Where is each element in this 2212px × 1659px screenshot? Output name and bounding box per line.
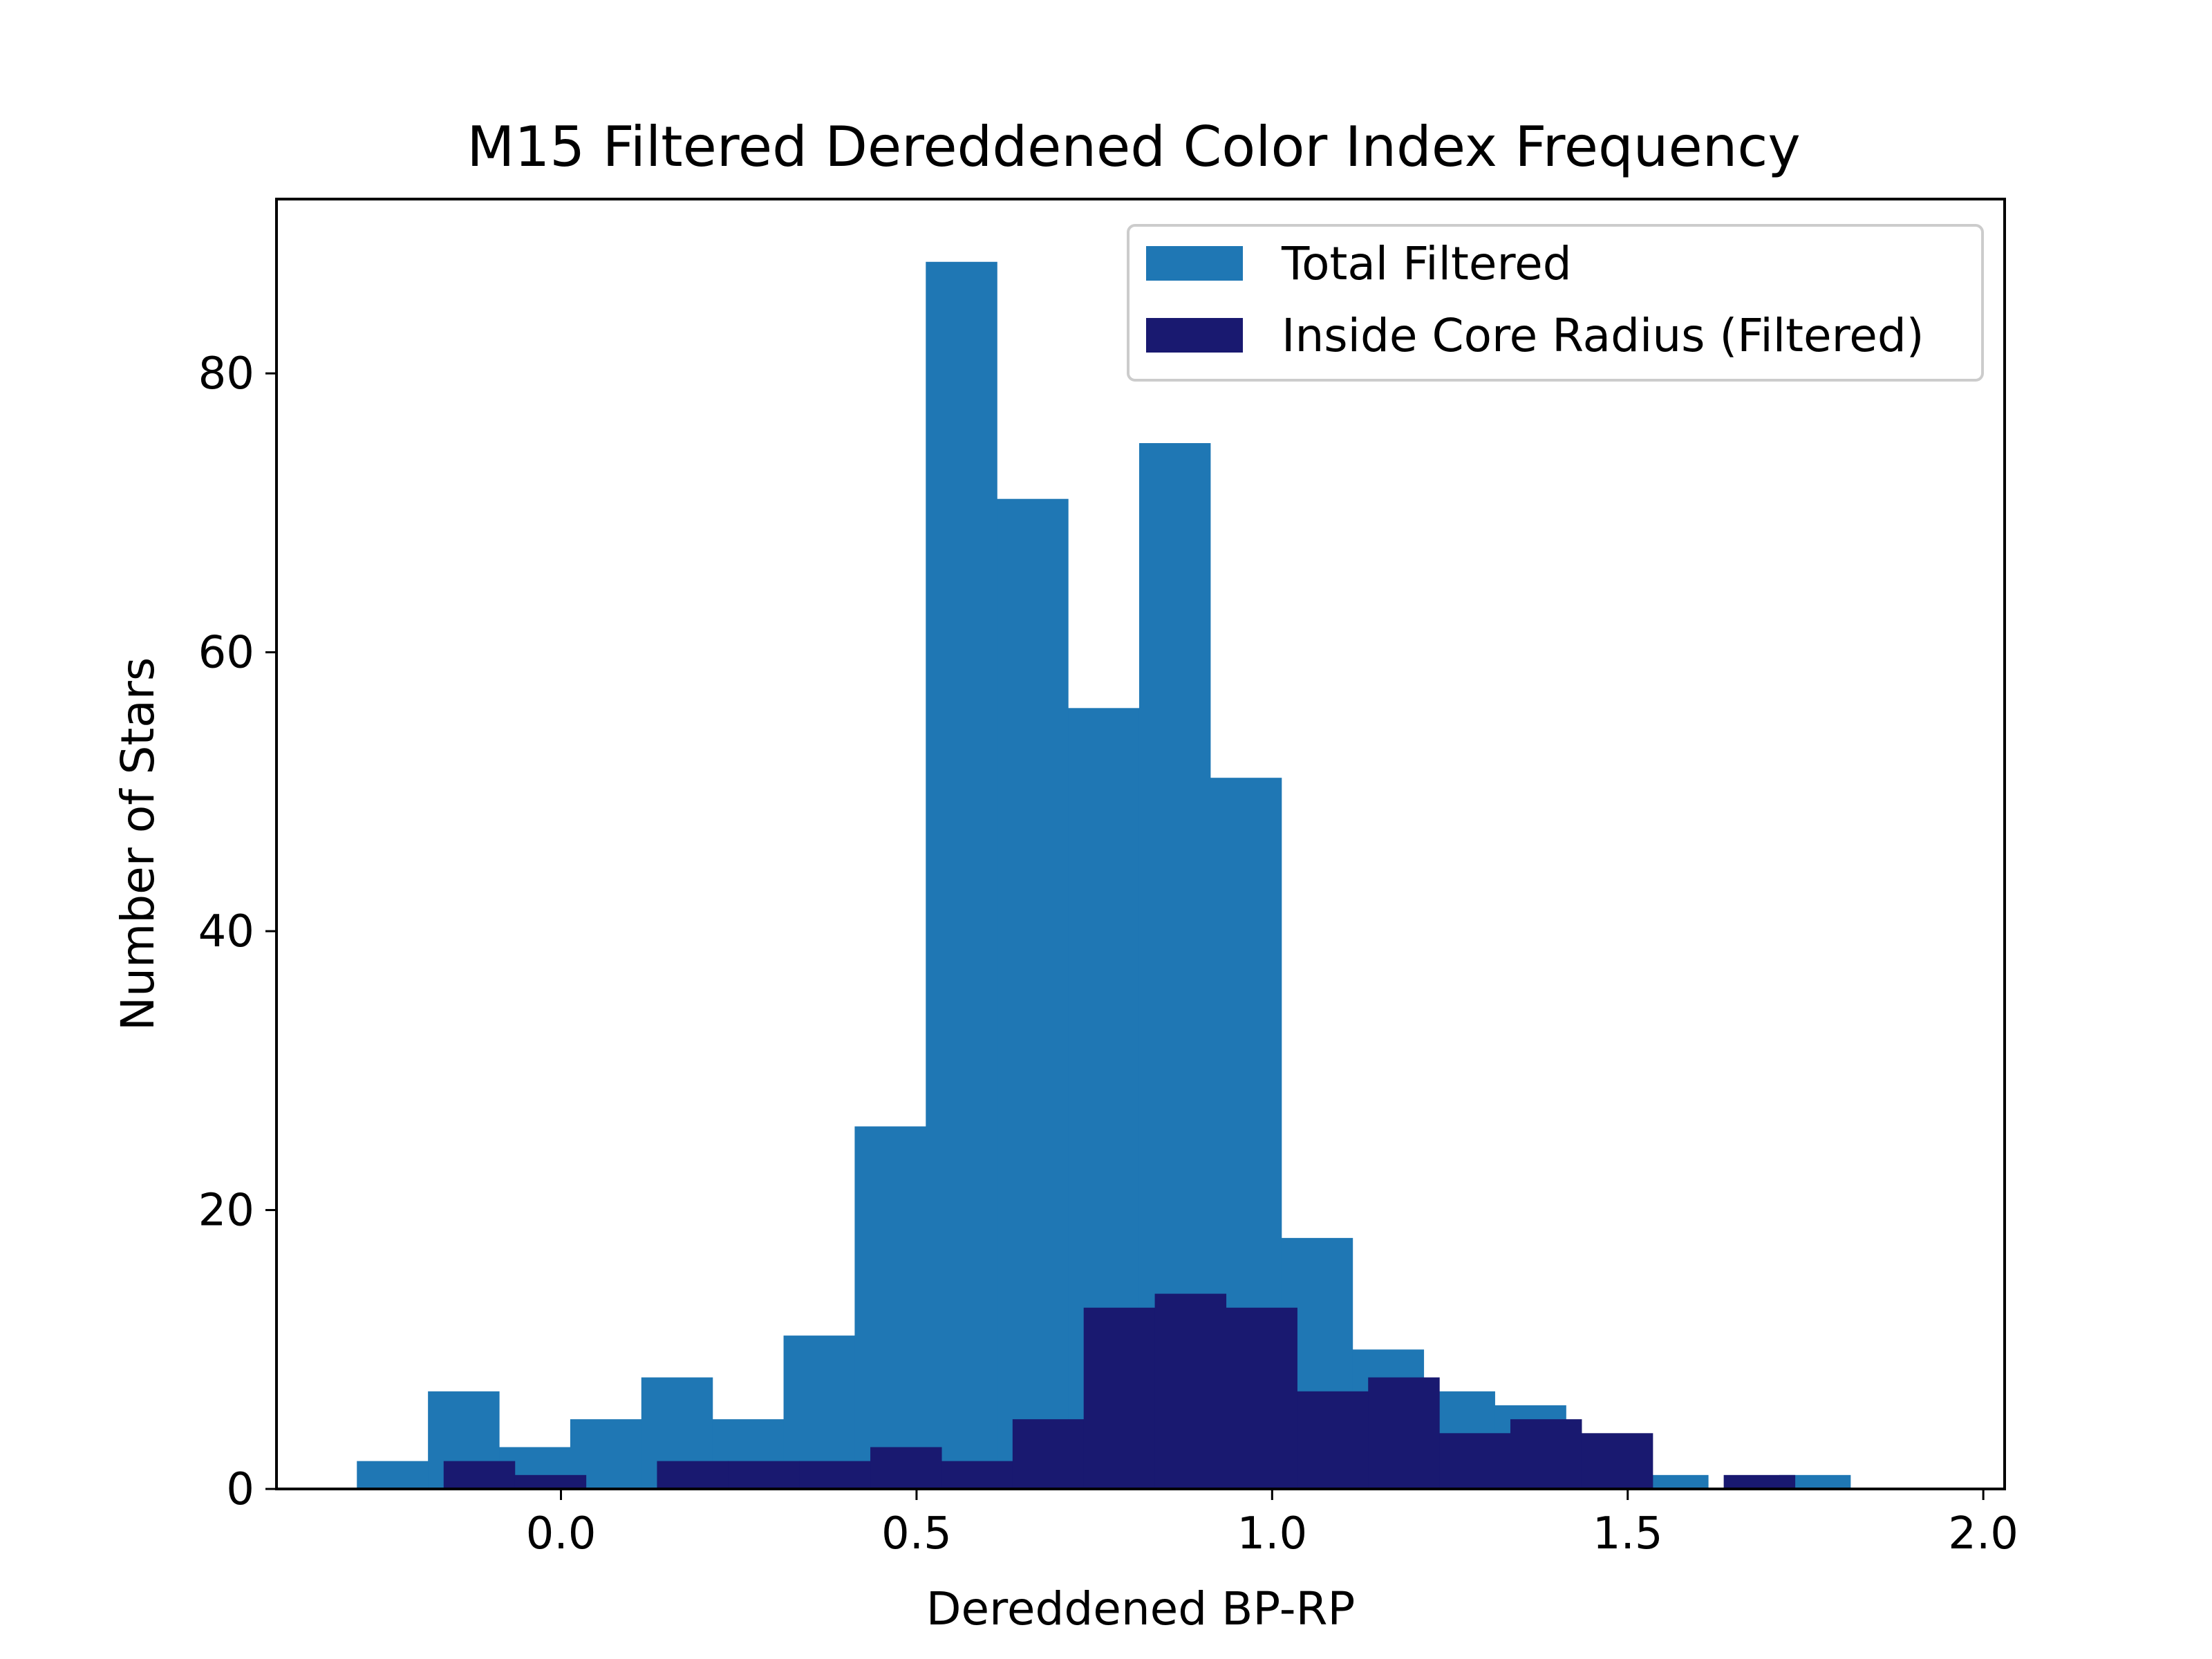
legend-swatch-total-filtered xyxy=(1146,246,1243,281)
x-axis-label: Dereddened BP-RP xyxy=(926,1582,1356,1635)
series-inside-core-radius xyxy=(443,1293,1796,1489)
legend-frame xyxy=(1127,224,1984,382)
inside-core-bar xyxy=(657,1461,729,1489)
y-tick-label: 40 xyxy=(198,906,254,957)
inside-core-bar xyxy=(870,1447,942,1489)
x-axis-ticks: 0.0 0.5 1.0 1.5 2.0 xyxy=(526,1489,2018,1559)
y-tick-label: 20 xyxy=(198,1185,254,1237)
x-tick-label: 2.0 xyxy=(1948,1508,2018,1559)
total-filtered-bar xyxy=(926,261,997,1490)
legend-label-total-filtered: Total Filtered xyxy=(1281,237,1572,290)
x-tick-label: 1.0 xyxy=(1237,1508,1307,1559)
legend-label-inside-core-radius: Inside Core Radius (Filtered) xyxy=(1282,309,1924,362)
legend-swatch-inside-core-radius xyxy=(1146,318,1243,353)
y-tick-label: 60 xyxy=(198,628,254,679)
legend: Total Filtered Inside Core Radius (Filte… xyxy=(1127,224,1984,382)
chart-title: M15 Filtered Dereddened Color Index Freq… xyxy=(467,115,1800,179)
inside-core-bar xyxy=(1297,1391,1369,1489)
x-tick-label: 0.0 xyxy=(526,1508,597,1559)
y-tick-label: 80 xyxy=(198,348,254,400)
y-tick-label: 0 xyxy=(226,1464,254,1515)
inside-core-bar xyxy=(514,1474,587,1489)
inside-core-bar xyxy=(1510,1419,1582,1489)
total-filtered-bar xyxy=(997,498,1069,1489)
total-filtered-bar xyxy=(854,1126,926,1489)
inside-core-bar xyxy=(1012,1419,1085,1489)
inside-core-bar xyxy=(941,1461,1013,1489)
inside-core-bar xyxy=(799,1461,871,1489)
inside-core-bar xyxy=(443,1461,516,1489)
inside-core-bar xyxy=(1154,1293,1227,1489)
inside-core-bar xyxy=(1083,1307,1156,1489)
total-filtered-bar xyxy=(357,1461,429,1489)
total-filtered-bar xyxy=(1779,1474,1851,1489)
x-tick-label: 1.5 xyxy=(1593,1508,1663,1559)
y-axis-ticks: 0 20 40 60 80 xyxy=(198,348,276,1515)
x-tick-label: 0.5 xyxy=(881,1508,952,1559)
inside-core-bar xyxy=(1439,1433,1511,1489)
inside-core-bar xyxy=(1368,1377,1440,1489)
plot-frame xyxy=(275,198,2006,1490)
inside-core-bar xyxy=(728,1461,800,1489)
y-axis-label: Number of Stars xyxy=(111,657,165,1031)
total-filtered-bar xyxy=(1637,1474,1709,1489)
inside-core-bar xyxy=(1581,1433,1653,1489)
inside-core-bar xyxy=(1226,1307,1297,1489)
inside-core-bar xyxy=(1723,1474,1796,1489)
